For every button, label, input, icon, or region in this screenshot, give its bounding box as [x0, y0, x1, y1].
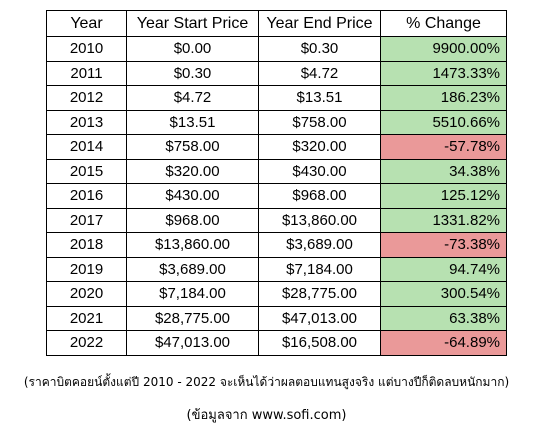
header-year-end-price: Year End Price [258, 10, 381, 37]
table-body: 2010 $0.00 $0.30 9900.00% 2011 $0.30 $4.72 1473… [46, 36, 507, 356]
cell-percent-change: 94.74% [380, 256, 507, 282]
cell-year: 2013 [46, 109, 127, 135]
cell-percent-change: 63.38% [380, 305, 507, 331]
cell-year-end-price: $16,508.00 [258, 330, 381, 356]
cell-year-end-price: $758.00 [258, 109, 381, 135]
cell-year-start-price: $0.00 [126, 36, 259, 62]
header-year: Year [46, 10, 127, 37]
table-row: 2016 $430.00 $968.00 125.12% [46, 183, 507, 209]
cell-year-start-price: $320.00 [126, 158, 259, 184]
cell-year-end-price: $3,689.00 [258, 232, 381, 258]
cell-year: 2018 [46, 232, 127, 258]
cell-percent-change: -64.89% [380, 330, 507, 356]
cell-year-end-price: $28,775.00 [258, 281, 381, 307]
bitcoin-price-table: Year Year Start Price Year End Price % C… [46, 10, 507, 356]
cell-year-end-price: $4.72 [258, 60, 381, 86]
caption-description: (ราคาบิตคอยน์ตั้งแต่ปี 2010 - 2022 จะเห็… [23, 375, 510, 389]
cell-year-end-price: $47,013.00 [258, 305, 381, 331]
table-row: 2010 $0.00 $0.30 9900.00% [46, 36, 507, 62]
cell-year-end-price: $13,860.00 [258, 207, 381, 233]
table-row: 2019 $3,689.00 $7,184.00 94.74% [46, 256, 507, 282]
cell-year-start-price: $13.51 [126, 109, 259, 135]
table-row: 2021 $28,775.00 $47,013.00 63.38% [46, 305, 507, 331]
cell-year: 2015 [46, 158, 127, 184]
cell-year: 2020 [46, 281, 127, 307]
cell-percent-change: 186.23% [380, 85, 507, 111]
table-row: 2011 $0.30 $4.72 1473.33% [46, 60, 507, 86]
cell-percent-change: -57.78% [380, 134, 507, 160]
cell-year: 2010 [46, 36, 127, 62]
table-row: 2013 $13.51 $758.00 5510.66% [46, 109, 507, 135]
cell-year-end-price: $13.51 [258, 85, 381, 111]
cell-percent-change: 1331.82% [380, 207, 507, 233]
cell-year-start-price: $47,013.00 [126, 330, 259, 356]
cell-percent-change: -73.38% [380, 232, 507, 258]
table-row: 2014 $758.00 $320.00 -57.78% [46, 134, 507, 160]
cell-year: 2017 [46, 207, 127, 233]
caption-source: (ข้อมูลจาก www.sofi.com) [186, 408, 347, 423]
table-header-row: Year Year Start Price Year End Price % C… [46, 10, 507, 37]
cell-year-end-price: $430.00 [258, 158, 381, 184]
cell-year-end-price: $320.00 [258, 134, 381, 160]
header-year-start-price: Year Start Price [126, 10, 259, 37]
cell-year-end-price: $7,184.00 [258, 256, 381, 282]
cell-year-start-price: $28,775.00 [126, 305, 259, 331]
table-row: 2018 $13,860.00 $3,689.00 -73.38% [46, 232, 507, 258]
cell-year-start-price: $3,689.00 [126, 256, 259, 282]
cell-percent-change: 1473.33% [380, 60, 507, 86]
header-percent-change: % Change [380, 10, 507, 37]
cell-year: 2021 [46, 305, 127, 331]
cell-percent-change: 125.12% [380, 183, 507, 209]
cell-year: 2014 [46, 134, 127, 160]
table-row: 2017 $968.00 $13,860.00 1331.82% [46, 207, 507, 233]
cell-year: 2011 [46, 60, 127, 86]
table-row: 2022 $47,013.00 $16,508.00 -64.89% [46, 330, 507, 356]
cell-year-start-price: $758.00 [126, 134, 259, 160]
cell-year-end-price: $968.00 [258, 183, 381, 209]
cell-percent-change: 5510.66% [380, 109, 507, 135]
table-row: 2012 $4.72 $13.51 186.23% [46, 85, 507, 111]
table-row: 2020 $7,184.00 $28,775.00 300.54% [46, 281, 507, 307]
cell-year: 2016 [46, 183, 127, 209]
cell-percent-change: 34.38% [380, 158, 507, 184]
table-row: 2015 $320.00 $430.00 34.38% [46, 158, 507, 184]
cell-percent-change: 9900.00% [380, 36, 507, 62]
cell-year-start-price: $968.00 [126, 207, 259, 233]
cell-year: 2019 [46, 256, 127, 282]
cell-year: 2012 [46, 85, 127, 111]
cell-year: 2022 [46, 330, 127, 356]
cell-year-start-price: $0.30 [126, 60, 259, 86]
cell-year-start-price: $4.72 [126, 85, 259, 111]
cell-year-start-price: $7,184.00 [126, 281, 259, 307]
cell-year-start-price: $430.00 [126, 183, 259, 209]
cell-year-end-price: $0.30 [258, 36, 381, 62]
cell-year-start-price: $13,860.00 [126, 232, 259, 258]
cell-percent-change: 300.54% [380, 281, 507, 307]
